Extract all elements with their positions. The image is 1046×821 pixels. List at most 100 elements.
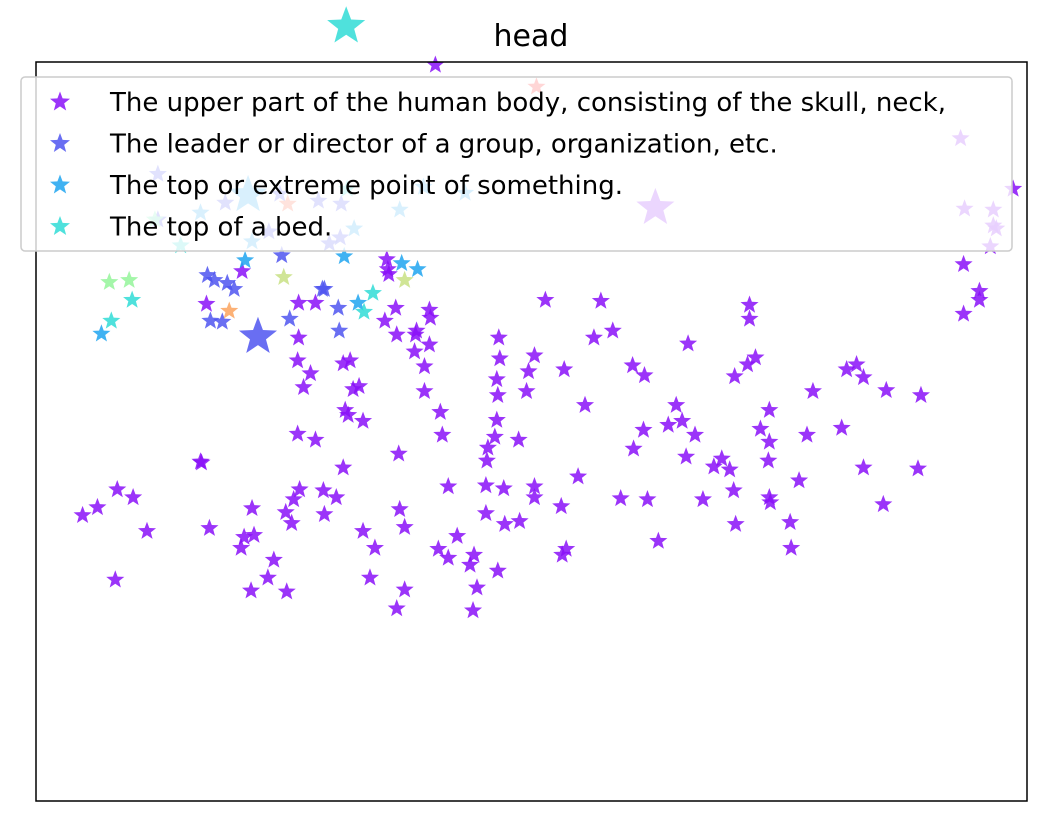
data-point-series-1 — [339, 405, 358, 423]
data-point-series-1 — [725, 366, 744, 385]
data-point-series-2 — [329, 298, 348, 316]
data-point-series-1 — [487, 369, 506, 388]
data-point-series-1 — [712, 449, 731, 467]
data-point-series-1 — [517, 381, 536, 400]
data-point-series-1 — [854, 367, 873, 386]
data-point-series-1 — [781, 512, 800, 530]
data-point-series-1 — [353, 411, 373, 429]
data-point-series-1 — [108, 480, 127, 498]
data-point-series-1 — [306, 430, 325, 448]
data-point-series-3 — [92, 324, 111, 342]
data-point-series-1 — [232, 538, 251, 556]
data-point-series-1 — [797, 425, 817, 443]
data-point-series-1 — [439, 477, 458, 495]
data-point-series-1 — [334, 458, 353, 476]
data-point-series-1 — [525, 487, 544, 506]
data-point — [100, 272, 119, 290]
data-point-series-1 — [429, 539, 448, 557]
data-point-series-1 — [314, 481, 333, 499]
data-point-series-1 — [200, 518, 219, 536]
data-point-series-1 — [106, 570, 125, 588]
data-point-series-1 — [704, 457, 723, 475]
data-point-series-1 — [415, 357, 434, 375]
data-point-series-1 — [509, 430, 528, 448]
data-point-series-1 — [677, 447, 696, 465]
data-point-series-1 — [389, 444, 408, 462]
data-point-series-1 — [420, 300, 439, 318]
data-point-series-1 — [751, 419, 770, 437]
data-point-series-2 — [205, 270, 224, 288]
data-point-series-1 — [353, 521, 373, 539]
data-point-series-1 — [301, 363, 320, 382]
data-point-series-1 — [395, 517, 414, 535]
data-point-series-1 — [379, 264, 398, 282]
data-point-series-1 — [377, 249, 396, 268]
data-point-series-1 — [433, 425, 452, 443]
data-point-series-1 — [277, 582, 296, 600]
data-point-series-1 — [591, 291, 610, 309]
data-point-series-1 — [673, 411, 692, 429]
data-point-series-1 — [679, 334, 698, 352]
data-point-series-1 — [197, 294, 216, 312]
data-point-series-1 — [289, 293, 308, 311]
data-point-series-1 — [375, 311, 394, 329]
data-point-series-1 — [634, 420, 653, 438]
data-point-series-1 — [327, 487, 346, 506]
data-point-series-2 — [218, 273, 237, 291]
data-point-series-1 — [510, 511, 529, 529]
data-point-series-4 — [354, 302, 374, 320]
data-point-series-2 — [201, 311, 220, 329]
data-point-series-1 — [832, 418, 851, 436]
data-point-series-1 — [467, 578, 487, 596]
data-point-series-3 — [392, 253, 411, 272]
data-point-series-1 — [536, 290, 555, 308]
data-point-series-1 — [488, 385, 507, 403]
highlighted-point — [327, 6, 366, 43]
data-point-series-3 — [335, 246, 354, 265]
data-point-series-1 — [724, 481, 743, 499]
data-point-series-1 — [555, 360, 574, 378]
data-point-series-1 — [854, 458, 873, 476]
data-point-series-1 — [476, 503, 495, 522]
data-point — [426, 55, 445, 73]
data-point-series-1 — [124, 487, 143, 506]
data-point-series-1 — [726, 514, 745, 532]
data-point-series-1 — [624, 439, 643, 457]
data-point-series-1 — [970, 290, 989, 308]
legend-marker-1 — [50, 91, 70, 111]
data-point-series-1 — [461, 555, 480, 573]
data-point-series-1 — [659, 415, 678, 433]
data-point-series-1 — [421, 308, 440, 326]
data-point-series-1 — [847, 355, 866, 373]
data-point-series-1 — [360, 568, 379, 586]
data-point-series-1 — [638, 489, 657, 508]
data-point-series-4 — [123, 290, 142, 308]
legend-label-3: The top or extreme point of something. — [109, 171, 623, 201]
data-point-series-1 — [760, 432, 779, 450]
data-point-series-1 — [495, 514, 514, 532]
data-point-series-2 — [225, 279, 244, 297]
legend-marker-3 — [50, 174, 70, 194]
data-point-series-1 — [720, 460, 739, 478]
data-point-series-1 — [243, 498, 262, 517]
legend-label-1: The upper part of the human body, consis… — [109, 88, 946, 118]
axes-frame — [35, 61, 1028, 802]
data-point-series-1 — [478, 438, 497, 456]
data-point-series-1 — [782, 538, 801, 556]
data-point-series-1 — [908, 459, 928, 477]
data-point-series-1 — [448, 526, 467, 544]
data-point-series-1 — [740, 309, 759, 327]
data-point-series-1 — [405, 342, 424, 360]
data-point-series-1 — [288, 351, 307, 369]
data-point-series-1 — [740, 295, 759, 313]
data-point-series-1 — [395, 580, 414, 598]
data-point-series-1 — [911, 385, 930, 403]
data-point-series-1 — [611, 488, 630, 507]
data-point-series-1 — [420, 335, 439, 353]
data-point-series-1 — [276, 502, 295, 521]
data-point-series-1 — [464, 601, 483, 619]
data-point-series-1 — [431, 402, 450, 420]
data-point-series-1 — [490, 349, 509, 367]
data-point-series-1 — [387, 599, 406, 617]
data-point-series-1 — [525, 477, 544, 495]
